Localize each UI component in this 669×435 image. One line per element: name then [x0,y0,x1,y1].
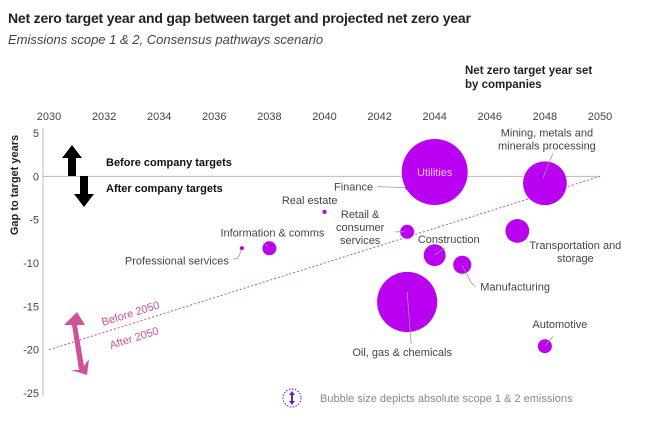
chart-title: Net zero target year and gap between tar… [8,10,471,26]
bubble-label-line: Manufacturing [480,282,550,294]
down-arrow-icon [74,176,94,207]
bubble [423,244,446,267]
bubble [239,246,244,251]
bubble-label-line: Transportation and [529,240,621,252]
bubble-label-line: Professional services [125,255,229,267]
leader-line [434,247,445,256]
y-tick-label: -20 [23,345,39,357]
x-tick-label: 2030 [37,111,61,123]
leader-line [544,335,554,347]
bubble-size-arrow-icon [289,391,295,405]
y-tick-label: 0 [33,171,39,183]
x-tick-label: 2034 [147,111,171,123]
bubble [523,161,567,206]
bubble-label-line: Construction [418,234,480,246]
x-tick-label: 2048 [533,111,557,123]
bubble-label: Real estate [282,195,338,207]
bubble-label-line: consumer [336,222,385,234]
bubble-label-line: Oil, gas & chemicals [352,347,452,359]
bubble-label-line: Real estate [282,195,338,207]
x-tick-label: 2038 [257,111,281,123]
bubble-label: Construction [418,234,480,246]
x-tick-label: 2036 [202,111,226,123]
leader-line [377,186,406,188]
bubble-label-line: minerals processing [498,140,596,152]
bubble-label: Retail & consumer services [336,209,385,247]
bubble [505,219,530,243]
leader-line [461,265,476,288]
bubble-label-line: Retail & [341,209,380,221]
y-tick-label: 5 [33,128,39,140]
bubble [400,224,415,239]
bubble-label: Mining, metals and minerals processing [498,127,596,152]
bubble-label-line: storage [557,253,594,265]
y-axis-title: Gap to target years [9,135,21,235]
leader-line [263,241,269,248]
bubble-label-line: Mining, metals and [501,127,593,139]
bubble [401,139,468,205]
up-arrow-icon [62,145,82,176]
bubble [453,255,472,274]
x-axis-title: Net zero target year set by companies [465,65,593,91]
bubble-label: Oil, gas & chemicals [352,347,452,359]
y-tick-label: -15 [23,301,39,313]
bubble-size-note: Bubble size depicts absolute scope 1 & 2… [320,393,573,405]
bubble-label-line: Utilities [417,167,453,179]
bubble-label: Manufacturing [480,282,550,294]
x-tick-label: 2040 [312,111,336,123]
bubble-label: Information & comms [220,227,324,239]
bubble-label-line: services [340,235,381,247]
x-tick-label: 2050 [588,111,612,123]
reference-line-2050 [48,175,601,351]
leader-line [406,291,412,345]
x-tick-label: 2046 [478,111,502,123]
before-after-2050-arrow-icon [64,312,89,375]
before-targets-label: Before company targets [106,157,232,169]
leader-line [232,249,243,260]
bubble-label: Automotive [532,319,587,331]
label-after-2050: After 2050 [108,325,160,352]
leader-line [542,153,554,179]
bubble-label-line: Finance [334,182,373,194]
x-tick-label: 2032 [92,111,116,123]
bubble-label: Utilities [417,167,453,179]
bubble-size-legend-icon [282,388,302,408]
x-tick-label: 2044 [422,111,446,123]
bubble-label: Transportation and storage [529,240,621,265]
chart-subtitle: Emissions scope 1 & 2, Consensus pathway… [8,32,324,47]
bubble [322,209,327,214]
after-targets-label: After company targets [106,183,223,195]
bubble [377,271,438,333]
bubble-label-line: Information & comms [220,227,324,239]
bubble [405,185,410,190]
bubble-label-line: Automotive [532,319,587,331]
y-tick-label: -25 [23,388,39,400]
bubble-label: Finance [334,182,373,194]
y-tick-label: -5 [29,215,39,227]
x-tick-label: 2042 [367,111,391,123]
bubble-label: Professional services [125,255,229,267]
y-tick-label: -10 [23,258,39,270]
